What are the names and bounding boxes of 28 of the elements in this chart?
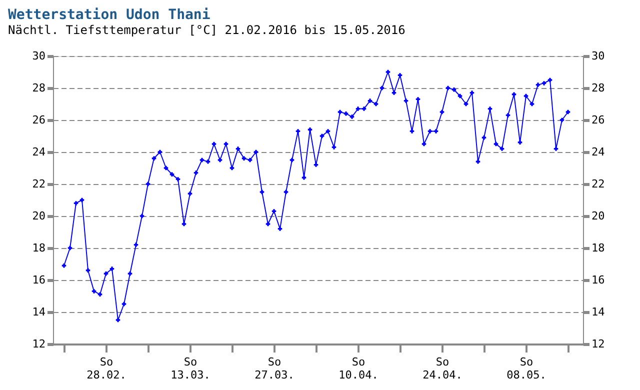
x-tick-label: So 24.04.	[422, 356, 462, 382]
y2-tick-label: 28	[592, 82, 605, 94]
x-tick-label: So 28.02.	[86, 356, 126, 382]
y2-tick-label: 14	[592, 306, 606, 318]
y2-tick-label: 22	[592, 178, 605, 190]
y-tick-label: 30	[32, 50, 46, 62]
y2-tick-label: 12	[592, 338, 605, 350]
y2-tick-label: 24	[592, 146, 606, 158]
chart-title: Wetterstation Udon Thani	[8, 7, 210, 23]
y-tick-label: 12	[32, 338, 46, 350]
x-tick-label: So 08.05.	[506, 356, 546, 382]
y-tick-label: 14	[32, 306, 46, 318]
y-tick-label: 20	[32, 210, 46, 222]
y2-tick-label: 20	[592, 210, 605, 222]
y2-tick-label: 30	[592, 50, 605, 62]
x-tick-label: So 27.03.	[254, 356, 294, 382]
y2-tick-label: 16	[592, 274, 605, 286]
y-tick-label: 24	[32, 146, 46, 158]
y-tick-label: 22	[32, 178, 46, 190]
chart-subtitle: Nächtl. Tiefsttemperatur [°C] 21.02.2016 bis 15.05.2016	[8, 23, 406, 37]
y2-tick-label: 18	[592, 242, 605, 254]
y2-tick-label: 26	[592, 114, 605, 126]
x-tick-label: So 13.03.	[170, 356, 210, 382]
y-tick-label: 16	[32, 274, 46, 286]
x-tick-label: So 10.04.	[338, 356, 378, 382]
y-tick-label: 28	[32, 82, 46, 94]
y-tick-label: 26	[32, 114, 46, 126]
y-tick-label: 18	[32, 242, 46, 254]
